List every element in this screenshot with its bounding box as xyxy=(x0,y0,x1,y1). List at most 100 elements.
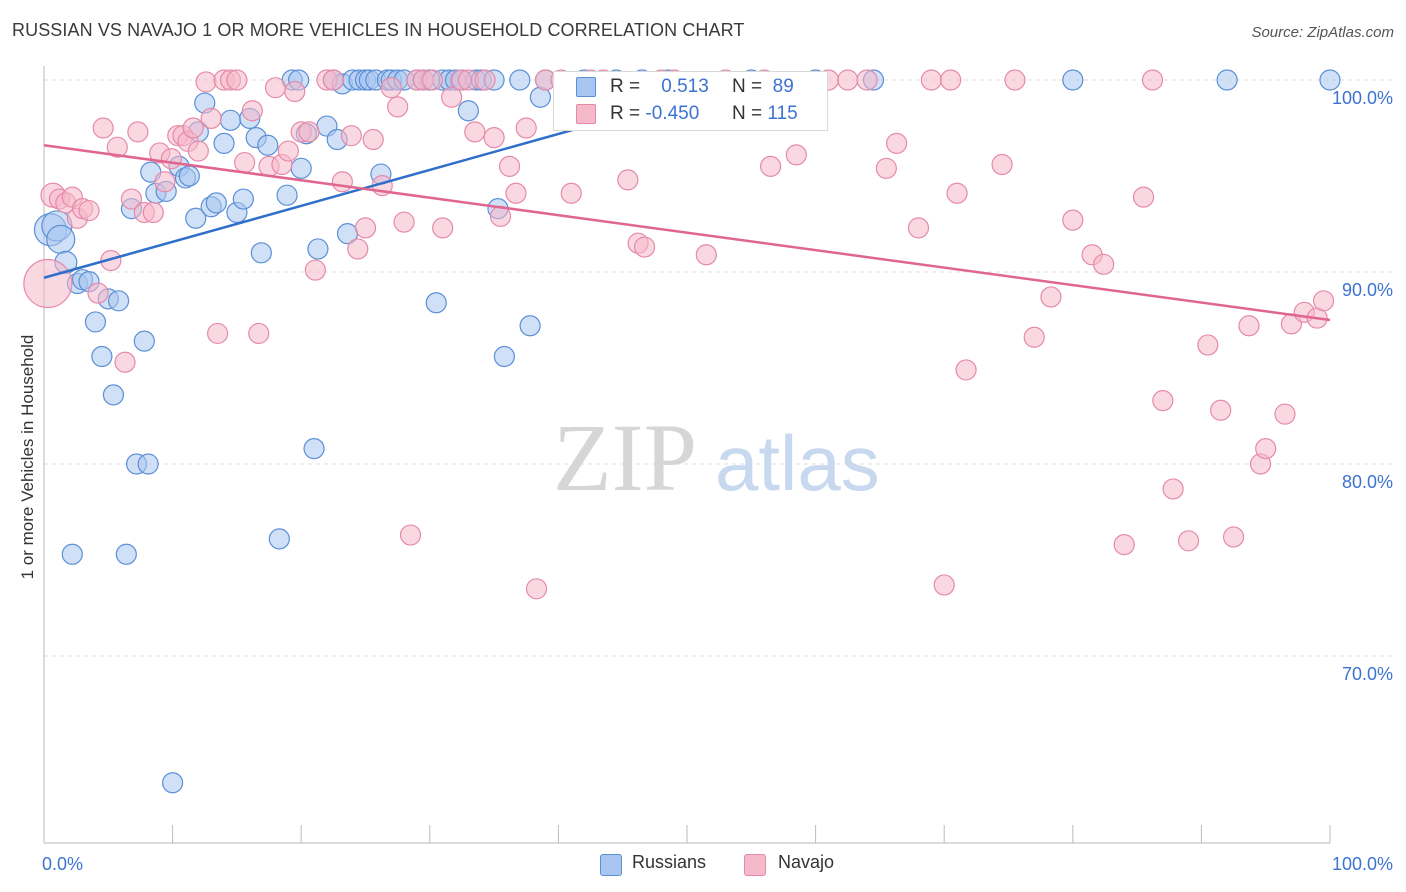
point-russians xyxy=(250,242,272,264)
point-navajo xyxy=(483,127,505,149)
series-navajo-points xyxy=(23,69,1335,600)
point-navajo xyxy=(1162,478,1184,500)
point-navajo xyxy=(991,153,1013,176)
point-navajo xyxy=(946,182,968,204)
point-navajo xyxy=(1238,315,1260,337)
point-russians xyxy=(219,109,242,131)
point-navajo xyxy=(1177,530,1200,552)
point-russians xyxy=(133,330,155,352)
point-navajo xyxy=(100,249,122,272)
point-russians xyxy=(276,184,298,206)
legend-n-russians: N = 89 xyxy=(732,76,794,97)
point-navajo xyxy=(464,121,486,143)
point-navajo xyxy=(362,128,384,151)
legend-swatch-navajo-bottom xyxy=(744,854,766,876)
point-russians xyxy=(232,188,254,210)
point-navajo xyxy=(264,77,287,99)
point-russians xyxy=(178,165,200,187)
point-russians xyxy=(107,290,130,312)
point-navajo xyxy=(1274,403,1296,425)
point-navajo xyxy=(78,199,100,222)
point-russians xyxy=(509,69,531,91)
y-axis-label: 1 or more Vehicles in Household xyxy=(18,335,37,580)
legend-r-navajo: R = -0.450 xyxy=(610,103,700,124)
watermark-atlas: atlas xyxy=(715,419,880,507)
point-navajo xyxy=(207,322,229,345)
point-navajo xyxy=(1210,399,1232,421)
point-navajo xyxy=(933,574,955,596)
watermark: ZIP atlas xyxy=(553,404,880,511)
point-navajo xyxy=(498,155,521,177)
point-navajo xyxy=(1312,290,1335,312)
point-russians xyxy=(1062,69,1084,91)
point-navajo xyxy=(1004,69,1026,91)
watermark-zip: ZIP xyxy=(553,404,697,511)
point-navajo xyxy=(474,69,496,91)
point-navajo xyxy=(617,169,639,191)
point-navajo xyxy=(387,96,409,118)
y-tick-label: 80.0% xyxy=(1342,472,1393,492)
point-navajo xyxy=(340,125,362,147)
point-navajo xyxy=(23,258,73,309)
point-navajo xyxy=(1040,286,1062,308)
legend-swatch-navajo xyxy=(576,104,596,124)
point-navajo xyxy=(120,188,143,210)
point-navajo xyxy=(354,217,377,239)
point-russians xyxy=(61,543,83,565)
point-navajo xyxy=(277,140,299,162)
x-tick-labels: 0.0% 100.0% xyxy=(42,854,1393,874)
point-navajo xyxy=(160,148,182,170)
point-navajo xyxy=(633,236,656,258)
point-navajo xyxy=(241,100,263,122)
legend-n-navajo: N = 115 xyxy=(732,103,798,124)
point-navajo xyxy=(907,217,930,239)
point-russians xyxy=(493,345,515,368)
point-navajo xyxy=(515,117,537,139)
point-navajo xyxy=(441,86,463,108)
point-russians xyxy=(115,543,137,565)
point-navajo xyxy=(182,117,204,139)
point-navajo xyxy=(432,217,454,239)
point-navajo xyxy=(1197,334,1219,356)
point-navajo xyxy=(234,151,256,174)
point-navajo xyxy=(695,244,717,266)
x-tick-label-min: 0.0% xyxy=(42,854,83,874)
point-navajo xyxy=(106,136,128,158)
point-navajo xyxy=(505,182,527,204)
source-label: Source: ZipAtlas.com xyxy=(1251,24,1394,41)
point-navajo xyxy=(347,238,369,260)
point-russians xyxy=(91,345,113,368)
point-navajo xyxy=(1255,438,1277,460)
point-russians xyxy=(307,238,329,260)
point-navajo xyxy=(187,140,209,162)
trend-line-navajo xyxy=(43,144,1331,322)
point-navajo xyxy=(886,132,908,154)
point-russians xyxy=(205,192,227,214)
point-navajo xyxy=(421,69,443,91)
point-navajo xyxy=(399,524,422,546)
point-russians xyxy=(84,311,107,333)
point-navajo xyxy=(1222,526,1245,548)
point-navajo xyxy=(248,322,270,345)
point-navajo xyxy=(560,182,582,204)
point-navajo xyxy=(759,155,782,177)
point-russians xyxy=(137,453,159,475)
point-navajo xyxy=(226,69,248,91)
point-russians xyxy=(185,207,207,229)
point-navajo xyxy=(875,157,897,179)
point-navajo xyxy=(195,71,217,93)
point-russians xyxy=(1319,69,1341,91)
point-navajo xyxy=(304,259,326,281)
point-russians xyxy=(257,134,279,156)
point-navajo xyxy=(940,69,962,91)
point-navajo xyxy=(1141,69,1164,91)
x-tick-label-max: 100.0% xyxy=(1332,854,1393,874)
point-navajo xyxy=(87,282,109,304)
point-russians xyxy=(290,157,312,179)
point-navajo xyxy=(322,69,344,91)
point-russians xyxy=(519,315,541,337)
point-navajo xyxy=(1132,186,1155,208)
point-navajo xyxy=(1093,253,1115,275)
point-navajo xyxy=(837,69,859,91)
